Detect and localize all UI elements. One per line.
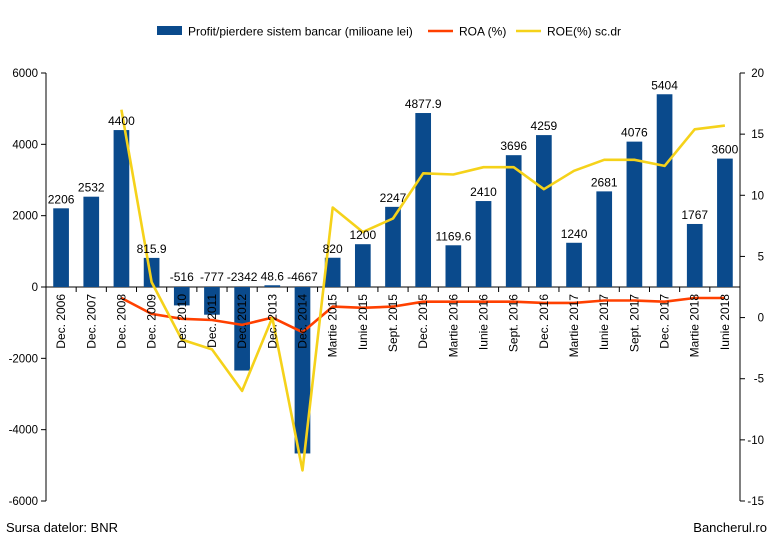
y-right-tick-label: -5 [754, 374, 764, 386]
source-label: Sursa datelor: BNR [6, 520, 118, 535]
bar [415, 113, 432, 287]
category-label: Sept. 2016 [507, 294, 521, 352]
bar [717, 158, 733, 287]
legend-label: Profit/pierdere sistem bancar (milioane … [188, 25, 413, 39]
bar-value-label: 2681 [591, 175, 618, 189]
category-label: Iunie 2016 [477, 294, 491, 350]
y-left-tick-label: 4000 [12, 139, 38, 151]
y-left-tick-label: 2000 [12, 211, 38, 223]
chart-axes: -6000 -4000 -2000 0 2000 4000 6000 -15 -10 -5 0 5 10… [9, 68, 764, 508]
bar [596, 191, 613, 287]
bar-value-label: 2532 [78, 181, 105, 195]
category-label: Iunie 2017 [597, 294, 611, 350]
bar-value-label: 1240 [561, 227, 588, 241]
bar [173, 287, 190, 306]
bar-value-label: 1200 [349, 228, 376, 242]
category-label: Martie 2017 [567, 294, 581, 358]
bar [656, 94, 673, 288]
category-label: Dec. 2011 [205, 294, 219, 348]
bar [445, 245, 462, 287]
y-right-tick-label: -10 [747, 435, 764, 447]
legend-label: ROE(%) sc.dr [547, 25, 621, 39]
bar-value-label: 4076 [621, 126, 648, 140]
y-right-tick-label: 0 [758, 313, 764, 325]
bar-value-label: 4259 [531, 119, 558, 133]
bar [475, 201, 492, 287]
bar-value-label: 2410 [470, 185, 497, 199]
bar [566, 242, 582, 287]
y-left-tick-label: -2000 [9, 353, 38, 365]
bar [204, 287, 220, 315]
category-labels: Dec. 2006 Dec. 2007 Dec. 2008 Dec. 2009 Dec.… [54, 294, 732, 358]
category-label: Dec. 2012 [235, 294, 249, 349]
category-label: Iunie 2015 [356, 294, 370, 350]
category-label: Dec. 2014 [295, 294, 309, 349]
bar [113, 130, 130, 287]
bar-value-label: 1767 [681, 208, 708, 222]
bar-value-label: -777 [200, 270, 224, 284]
bar-value-label: -516 [170, 270, 194, 284]
bar [385, 206, 401, 287]
bar [324, 257, 341, 287]
roe-line [120, 109, 726, 472]
category-label: Sept. 2017 [627, 294, 641, 352]
y-left-tick-label: -6000 [9, 496, 38, 508]
bar-value-label: 2247 [380, 191, 407, 205]
bar [83, 196, 100, 287]
category-label: Martie 2018 [688, 294, 702, 358]
line-series [120, 109, 726, 472]
y-right-tick-label: 15 [751, 129, 764, 141]
y-left-tick-label: 0 [32, 282, 38, 294]
category-label: Martie 2016 [446, 294, 460, 358]
category-label: Martie 2015 [326, 294, 340, 358]
legend-label: ROA (%) [459, 25, 506, 39]
bar-value-label: -2342 [227, 270, 258, 284]
category-label: Dec. 2013 [265, 294, 279, 349]
chart-legend: Profit/pierdere sistem bancar (milioane … [157, 25, 621, 39]
bar-series [53, 94, 733, 454]
site-label: Bancherul.ro [693, 520, 767, 535]
category-label: Iunie 2018 [718, 294, 732, 350]
bar-value-label: 815.9 [137, 242, 167, 256]
bar-value-label: 5404 [651, 78, 678, 92]
category-label: Dec. 2016 [537, 294, 551, 349]
bar-value-label: -4667 [287, 270, 318, 284]
y-right-tick-label: 10 [751, 190, 764, 202]
bar [234, 287, 250, 371]
bar-value-label: 3696 [500, 139, 527, 153]
bar-value-label: 3600 [712, 143, 739, 157]
y-left-tick-label: 6000 [12, 68, 38, 80]
bar [505, 155, 522, 287]
category-label: Dec. 2007 [84, 294, 98, 349]
bar [626, 141, 643, 287]
roa-line [120, 296, 725, 334]
category-label: Sept. 2015 [386, 294, 400, 352]
y-right-tick-label: -15 [747, 496, 764, 508]
category-label: Dec. 2017 [658, 294, 672, 349]
bar [686, 223, 703, 287]
bar-value-label: 2206 [48, 192, 75, 206]
category-label: Dec. 2015 [416, 294, 430, 349]
bar [354, 244, 371, 287]
bar [264, 285, 281, 287]
category-label: Dec. 2008 [114, 294, 128, 349]
bar-value-label: 820 [323, 242, 343, 256]
y-left-tick-label: -4000 [9, 425, 38, 437]
y-right-tick-label: 5 [758, 251, 764, 263]
legend-swatch-bar [157, 26, 182, 35]
bar [536, 135, 552, 287]
bar-value-label: 48.6 [261, 269, 285, 283]
bar-value-label: 4400 [108, 114, 135, 128]
y-right-tick-label: 20 [751, 68, 764, 80]
bar-value-label: 1169.6 [435, 229, 471, 243]
bar [53, 208, 69, 287]
category-label: Dec. 2006 [54, 294, 68, 349]
category-label: Dec. 2010 [175, 294, 189, 349]
bar-value-label: 4877.9 [405, 97, 442, 111]
category-label: Dec. 2009 [145, 294, 159, 349]
